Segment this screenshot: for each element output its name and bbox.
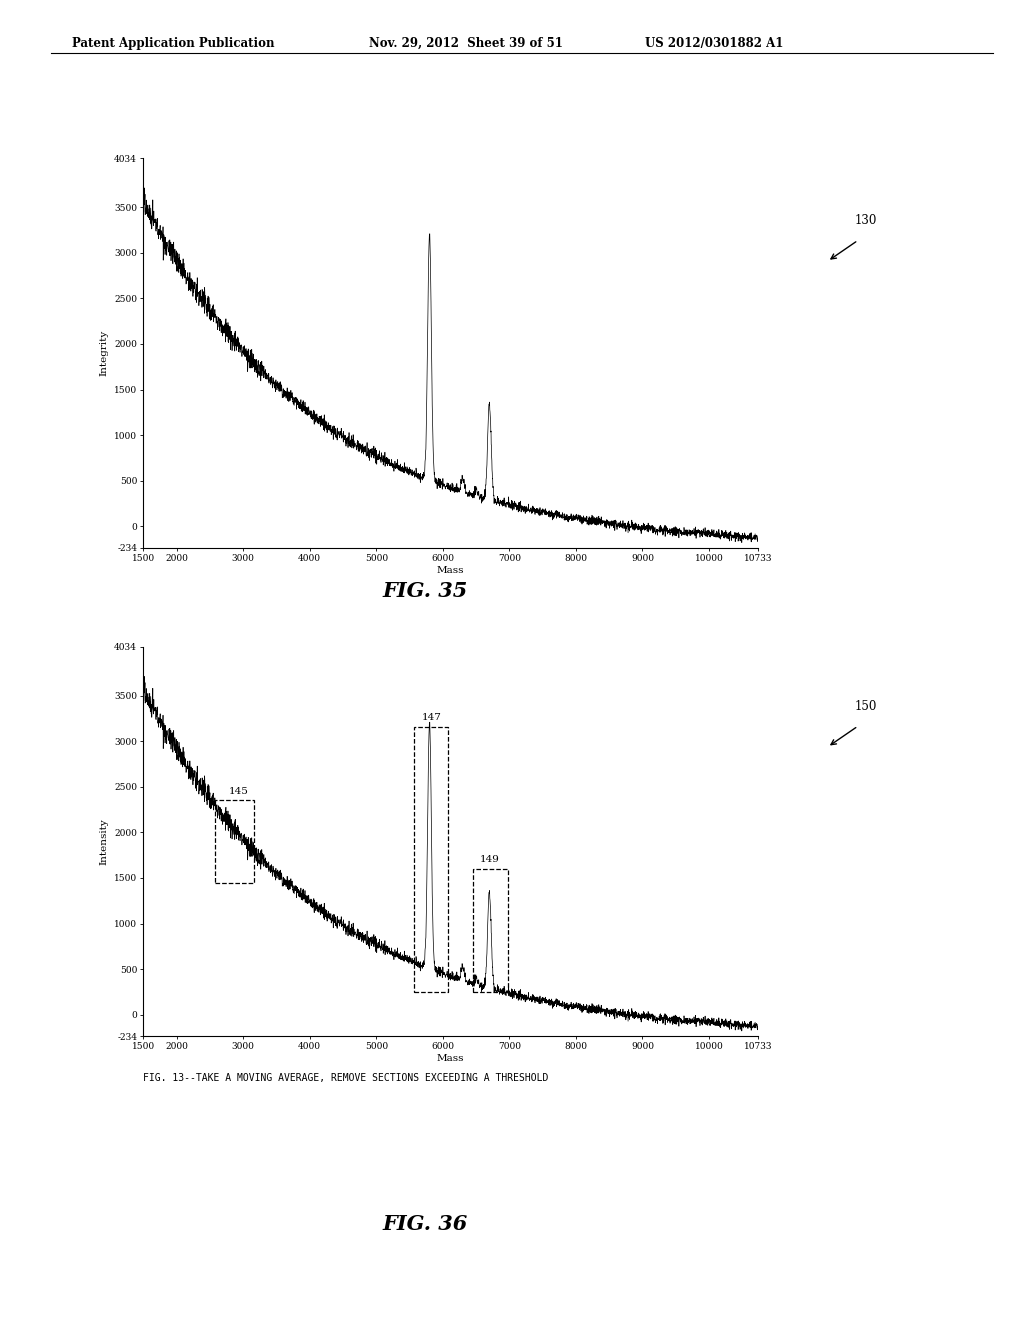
Text: FIG. 36: FIG. 36 [382,1214,468,1234]
Text: FIG. 13--TAKE A MOVING AVERAGE, REMOVE SECTIONS EXCEEDING A THRESHOLD: FIG. 13--TAKE A MOVING AVERAGE, REMOVE S… [143,1073,549,1084]
Bar [473,869,508,993]
Text: 130: 130 [855,214,878,227]
Text: 145: 145 [228,787,249,796]
Text: US 2012/0301882 A1: US 2012/0301882 A1 [645,37,783,50]
X-axis label: Mass: Mass [437,1055,464,1063]
Y-axis label: Intensity: Intensity [99,818,109,865]
Text: Nov. 29, 2012  Sheet 39 of 51: Nov. 29, 2012 Sheet 39 of 51 [369,37,562,50]
Y-axis label: Integrity: Integrity [99,330,109,376]
Bar [414,727,449,993]
Text: 150: 150 [855,700,878,713]
Text: 147: 147 [422,713,441,722]
Text: Patent Application Publication: Patent Application Publication [72,37,274,50]
Text: FIG. 35: FIG. 35 [382,581,468,601]
Text: 149: 149 [480,854,500,863]
X-axis label: Mass: Mass [437,566,464,574]
Bar [215,800,254,883]
